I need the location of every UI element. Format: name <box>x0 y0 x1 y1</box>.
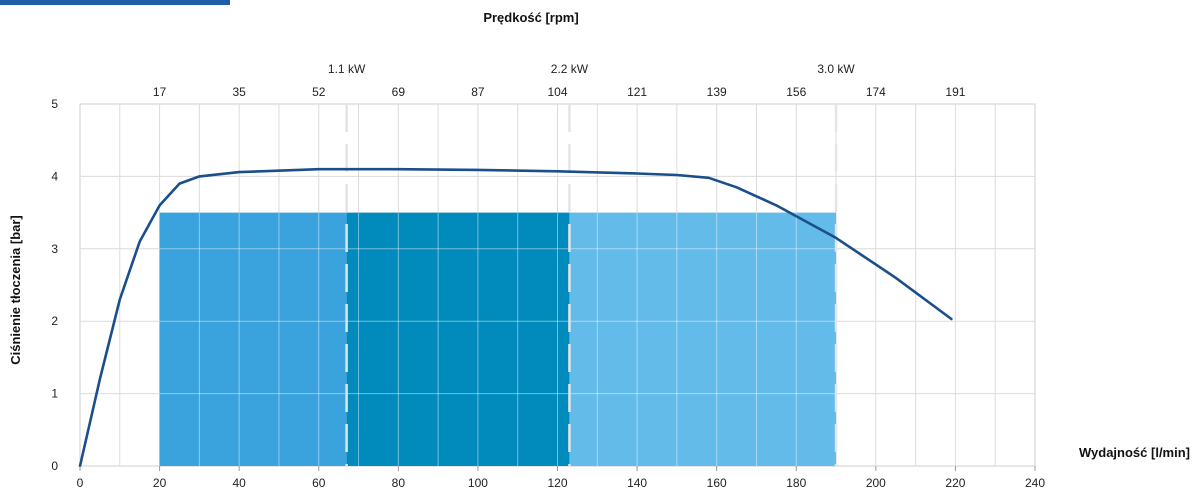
y-tick-label: 0 <box>51 459 58 473</box>
x-tick-label: 120 <box>547 476 567 490</box>
x-tick-label: 60 <box>312 476 326 490</box>
power-marker-label: 2.2 kW <box>551 62 589 76</box>
rpm-tick-label: 87 <box>471 85 485 99</box>
y-tick-label: 5 <box>51 97 58 111</box>
power-markers: 1.1 kW 2.2 kW 3.0 kW <box>328 62 855 466</box>
power-marker-label: 1.1 kW <box>328 62 366 76</box>
power-region <box>159 212 347 466</box>
pressure-curve <box>78 167 953 468</box>
x-tick-label: 0 <box>77 476 84 490</box>
y-tick-label: 2 <box>51 314 58 328</box>
x-tick-label: 40 <box>232 476 246 490</box>
power-region <box>346 212 570 466</box>
y-tick-label: 1 <box>51 387 58 401</box>
x-tick-label: 180 <box>786 476 806 490</box>
rpm-tick-label: 69 <box>392 85 406 99</box>
y-tick-label: 3 <box>51 242 58 256</box>
x-tick-label: 200 <box>866 476 886 490</box>
power-marker-label: 3.0 kW <box>817 62 855 76</box>
rpm-tick-label: 52 <box>312 85 326 99</box>
axes: 0 20 40 60 80 100 120 140 160 180 200 220 240 0 1 2 3 4 5 1… <box>51 85 1045 490</box>
x-tick-label: 160 <box>707 476 727 490</box>
rpm-tick-label: 191 <box>945 85 965 99</box>
rpm-tick-label: 104 <box>547 85 567 99</box>
x-tick-label: 100 <box>468 476 488 490</box>
rpm-tick-label: 35 <box>232 85 246 99</box>
y-axis-title: Ciśnienie tłoczenia [bar] <box>8 215 23 365</box>
power-regions <box>159 212 837 466</box>
x-tick-label: 20 <box>153 476 167 490</box>
rpm-tick-label: 121 <box>627 85 647 99</box>
x-tick-label: 140 <box>627 476 647 490</box>
top-axis-title: Prędkość [rpm] <box>483 10 578 25</box>
pressure-curve-line <box>78 167 953 468</box>
rpm-tick-label: 156 <box>786 85 806 99</box>
x-tick-label: 80 <box>392 476 406 490</box>
rpm-tick-label: 174 <box>866 85 886 99</box>
region-grid <box>159 212 837 466</box>
x-tick-label: 240 <box>1025 476 1045 490</box>
header-accent-bar <box>0 0 230 5</box>
rpm-tick-label: 139 <box>707 85 727 99</box>
y-tick-label: 4 <box>51 169 58 183</box>
power-region <box>569 212 837 466</box>
x-axis-title: Wydajność [l/min] <box>1079 445 1190 460</box>
rpm-tick-label: 17 <box>153 85 167 99</box>
x-tick-label: 220 <box>945 476 965 490</box>
